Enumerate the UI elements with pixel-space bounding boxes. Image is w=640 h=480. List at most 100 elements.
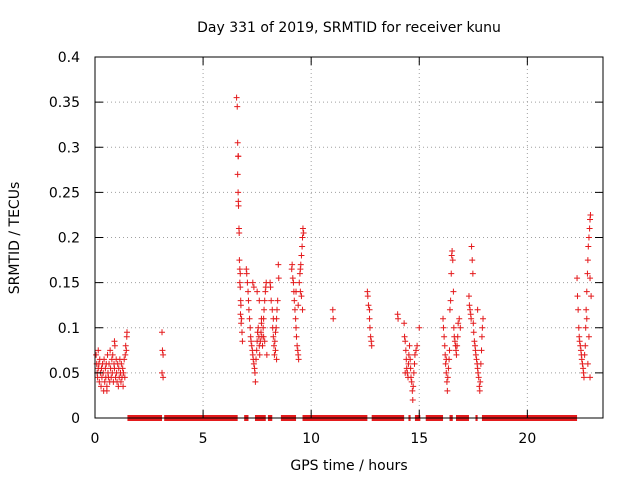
data-point — [367, 333, 374, 340]
data-point — [237, 270, 244, 277]
data-point — [160, 351, 167, 358]
data-point — [95, 347, 102, 354]
y-tick-label: 0.1 — [58, 321, 80, 337]
data-point — [122, 342, 129, 349]
data-point — [366, 324, 373, 331]
data-point — [465, 293, 472, 300]
data-point — [449, 248, 456, 255]
data-point — [574, 293, 581, 300]
data-point — [272, 347, 279, 354]
data-point — [258, 329, 265, 336]
data-point — [466, 302, 473, 309]
data-point — [368, 342, 375, 349]
data-point — [440, 324, 447, 331]
data-point — [234, 171, 241, 178]
data-point — [245, 288, 252, 295]
data-point — [290, 279, 297, 286]
data-point — [455, 320, 462, 327]
data-point — [407, 356, 414, 363]
x-tick-label: 5 — [199, 431, 208, 447]
data-point — [251, 369, 258, 376]
data-point — [366, 306, 373, 313]
data-point — [583, 315, 590, 322]
data-point — [471, 338, 478, 345]
y-tick-label: 0 — [71, 411, 80, 427]
data-point — [273, 324, 280, 331]
data-point — [300, 229, 307, 236]
data-point — [443, 378, 450, 385]
data-point — [235, 153, 242, 160]
y-tick-label: 0.35 — [49, 95, 80, 111]
data-point — [416, 324, 423, 331]
data-point — [580, 374, 587, 381]
data-point — [291, 297, 298, 304]
x-tick-label: 10 — [302, 431, 320, 447]
data-point — [585, 243, 592, 250]
data-point — [587, 211, 594, 218]
data-point — [234, 139, 241, 146]
data-point — [298, 293, 305, 300]
data-point — [410, 383, 417, 390]
data-point — [408, 378, 415, 385]
data-point — [117, 378, 124, 385]
data-point — [261, 338, 268, 345]
data-point — [408, 374, 415, 381]
data-point — [107, 347, 114, 354]
data-point — [476, 387, 483, 394]
y-tick-label: 0.25 — [49, 185, 80, 201]
data-point — [248, 342, 255, 349]
data-point — [270, 333, 277, 340]
data-point — [581, 351, 588, 358]
x-tick-label: 20 — [518, 431, 536, 447]
data-point — [587, 374, 594, 381]
data-point — [236, 229, 243, 236]
data-point — [406, 342, 413, 349]
data-point — [480, 315, 487, 322]
data-point — [478, 347, 485, 354]
data-point — [270, 342, 277, 349]
data-point — [159, 369, 166, 376]
data-point — [109, 351, 116, 358]
data-point — [123, 347, 130, 354]
data-point — [475, 369, 482, 376]
data-point — [260, 333, 267, 340]
data-point — [272, 329, 279, 336]
data-point — [245, 306, 252, 313]
data-point — [245, 297, 252, 304]
data-point — [582, 324, 589, 331]
data-point — [254, 288, 261, 295]
data-point — [407, 365, 414, 372]
y-tick-label: 0.4 — [58, 50, 80, 66]
data-point — [238, 329, 245, 336]
data-point — [297, 261, 304, 268]
data-point — [293, 288, 300, 295]
data-point — [443, 369, 450, 376]
data-point — [585, 234, 592, 241]
data-point — [239, 338, 246, 345]
data-point — [248, 338, 255, 345]
data-point — [160, 374, 167, 381]
data-point — [252, 378, 259, 385]
data-point — [121, 356, 128, 363]
data-point — [237, 302, 244, 309]
data-point — [411, 360, 418, 367]
data-point — [451, 338, 458, 345]
data-point — [289, 261, 296, 268]
data-point — [330, 315, 337, 322]
data-point — [275, 261, 282, 268]
data-point — [410, 369, 417, 376]
data-point — [442, 351, 449, 358]
data-point — [294, 342, 301, 349]
data-point — [298, 252, 305, 259]
data-point — [244, 279, 251, 286]
y-axis-title: SRMTID / TECUs — [7, 182, 23, 295]
data-point — [111, 338, 118, 345]
y-tick-label: 0.05 — [49, 366, 80, 382]
data-point — [454, 333, 461, 340]
data-point — [440, 315, 447, 322]
data-point — [443, 356, 450, 363]
data-point — [250, 360, 257, 367]
data-point — [249, 279, 256, 286]
data-point — [413, 347, 420, 354]
